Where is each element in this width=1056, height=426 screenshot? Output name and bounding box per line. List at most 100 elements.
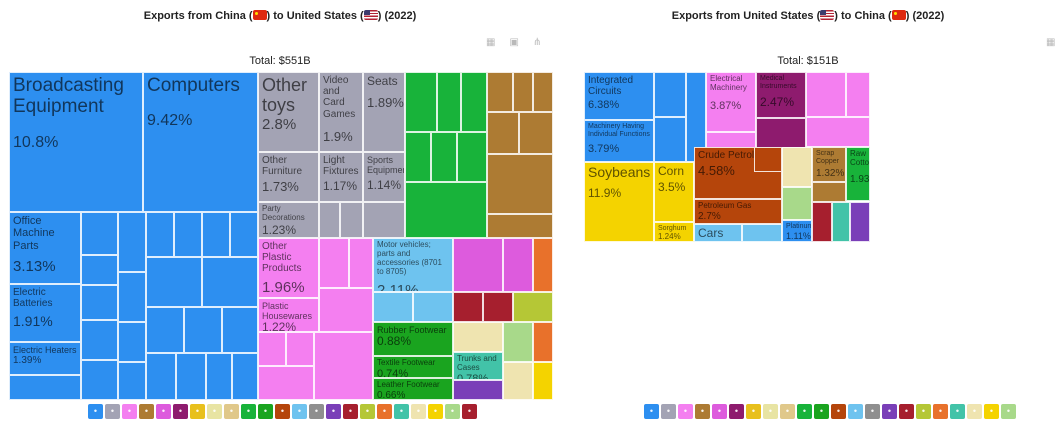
legend-category-icon[interactable]: •: [831, 404, 846, 419]
treemap-tile-minor[interactable]: [319, 288, 373, 332]
treemap-tile-minor[interactable]: [258, 366, 314, 400]
share-icon[interactable]: ⋔: [532, 37, 542, 48]
treemap-tile-minor[interactable]: [232, 353, 258, 400]
treemap-tile-minor[interactable]: [812, 202, 832, 242]
legend-category-icon[interactable]: •: [343, 404, 358, 419]
legend-category-icon[interactable]: •: [644, 404, 659, 419]
treemap-tile-minor[interactable]: [81, 360, 118, 400]
treemap-tile-minor[interactable]: [314, 332, 373, 400]
treemap-tile-minor[interactable]: [533, 362, 553, 400]
legend-category-icon[interactable]: •: [882, 404, 897, 419]
legend-category-icon[interactable]: •: [950, 404, 965, 419]
treemap-tile[interactable]: Machinery Having Individual Functions 3.7…: [584, 120, 654, 162]
treemap-tile-minor[interactable]: [533, 322, 553, 362]
treemap-tile-minor[interactable]: [340, 202, 363, 238]
legend-category-icon[interactable]: •: [190, 404, 205, 419]
treemap-tile[interactable]: Computers 9.42%: [143, 72, 258, 212]
legend-category-icon[interactable]: •: [746, 404, 761, 419]
treemap-tile-minor[interactable]: [782, 187, 812, 220]
treemap-tile-minor[interactable]: [754, 147, 782, 172]
treemap-tile[interactable]: Rubber Footwear 0.88%: [373, 322, 453, 356]
treemap-tile-minor[interactable]: [146, 212, 174, 257]
legend-category-icon[interactable]: •: [712, 404, 727, 419]
treemap-tile[interactable]: Leather Footwear 0.66%: [373, 378, 453, 400]
legend-category-icon[interactable]: •: [729, 404, 744, 419]
legend-category-icon[interactable]: •: [967, 404, 982, 419]
legend-category-icon[interactable]: •: [678, 404, 693, 419]
treemap-tile-minor[interactable]: [654, 72, 686, 117]
legend-category-icon[interactable]: •: [780, 404, 795, 419]
treemap-tile-minor[interactable]: [286, 332, 314, 366]
treemap-tile-minor[interactable]: [742, 224, 782, 242]
treemap-tile-minor[interactable]: [533, 238, 553, 292]
legend-category-icon[interactable]: •: [411, 404, 426, 419]
legend-category-icon[interactable]: •: [865, 404, 880, 419]
legend-category-icon[interactable]: •: [814, 404, 829, 419]
legend-category-icon[interactable]: •: [139, 404, 154, 419]
legend-category-icon[interactable]: •: [275, 404, 290, 419]
treemap-tile[interactable]: Electrical Machinery 3.87%: [706, 72, 756, 132]
treemap-tile[interactable]: Sorghum 1.24%: [654, 222, 694, 242]
treemap-tile-minor[interactable]: [806, 117, 870, 147]
legend-category-icon[interactable]: •: [258, 404, 273, 419]
treemap-tile-minor[interactable]: [453, 292, 483, 322]
treemap-tile[interactable]: Petroleum Gas 2.7%: [694, 199, 782, 224]
legend-category-icon[interactable]: •: [377, 404, 392, 419]
treemap-tile[interactable]: Plastic Housewares 1.22%: [258, 298, 319, 332]
table-icon[interactable]: ▦: [486, 37, 496, 48]
treemap-tile-minor[interactable]: [503, 362, 533, 400]
treemap-tile-minor[interactable]: [319, 238, 349, 288]
treemap-tile[interactable]: Trunks and Cases 0.78%: [453, 352, 503, 380]
treemap-tile-minor[interactable]: [118, 362, 146, 400]
treemap-tile[interactable]: Platinum 1.11%: [782, 220, 812, 242]
treemap-tile-minor[interactable]: [487, 214, 553, 238]
legend-category-icon[interactable]: •: [105, 404, 120, 419]
treemap-tile[interactable]: Corn 3.5%: [654, 162, 694, 222]
treemap-tile[interactable]: Textile Footwear 0.74%: [373, 356, 453, 378]
treemap-tile-minor[interactable]: [176, 353, 206, 400]
treemap-tile-minor[interactable]: [81, 320, 118, 360]
treemap-tile-minor[interactable]: [230, 212, 258, 257]
treemap-tile-minor[interactable]: [453, 380, 503, 400]
treemap-tile[interactable]: Other Plastic Products 1.96%: [258, 238, 319, 298]
treemap-tile-minor[interactable]: [146, 353, 176, 400]
treemap-tile[interactable]: Sports Equipment 1.14%: [363, 152, 405, 202]
treemap-tile[interactable]: Cars3.81%: [694, 224, 742, 242]
treemap-tile-minor[interactable]: [487, 72, 513, 112]
legend-category-icon[interactable]: •: [122, 404, 137, 419]
treemap-tile-minor[interactable]: [258, 332, 286, 366]
treemap-tile-minor[interactable]: [405, 132, 431, 182]
legend-category-icon[interactable]: •: [763, 404, 778, 419]
legend-category-icon[interactable]: •: [309, 404, 324, 419]
legend-category-icon[interactable]: •: [156, 404, 171, 419]
treemap-tile[interactable]: Electric Heaters 1.39%: [9, 342, 81, 375]
treemap-tile-minor[interactable]: [846, 72, 870, 117]
legend-category-icon[interactable]: •: [428, 404, 443, 419]
treemap-tile-minor[interactable]: [146, 257, 202, 307]
treemap-tile[interactable]: Integrated Circuits 6.38%: [584, 72, 654, 120]
treemap-tile[interactable]: Other toys 2.8%: [258, 72, 319, 152]
treemap-tile-minor[interactable]: [832, 202, 850, 242]
treemap-tile-minor[interactable]: [806, 72, 846, 117]
treemap-tile[interactable]: Electric Batteries 1.91%: [9, 284, 81, 342]
treemap-tile-minor[interactable]: [457, 132, 487, 182]
treemap-tile-minor[interactable]: [487, 154, 553, 214]
treemap-tile-minor[interactable]: [405, 182, 487, 238]
legend-category-icon[interactable]: •: [241, 404, 256, 419]
treemap-tile[interactable]: Light Fixtures 1.17%: [319, 152, 363, 202]
legend-category-icon[interactable]: •: [797, 404, 812, 419]
treemap-tile-minor[interactable]: [812, 182, 846, 202]
treemap-tile-minor[interactable]: [202, 212, 230, 257]
image-icon[interactable]: ▣: [509, 37, 519, 48]
legend-category-icon[interactable]: •: [394, 404, 409, 419]
treemap-tile[interactable]: Motor vehicles; parts and accessories (8…: [373, 238, 453, 292]
treemap-tile-minor[interactable]: [483, 292, 513, 322]
treemap-tile-minor[interactable]: [206, 353, 232, 400]
treemap-tile-minor[interactable]: [373, 292, 413, 322]
treemap-tile[interactable]: Party Decorations 1.23%: [258, 202, 319, 238]
legend-category-icon[interactable]: •: [848, 404, 863, 419]
treemap-tile-minor[interactable]: [9, 375, 81, 400]
legend-category-icon[interactable]: •: [88, 404, 103, 419]
treemap-tile[interactable]: Office Machine Parts 3.13%: [9, 212, 81, 284]
treemap-tile-minor[interactable]: [487, 112, 519, 154]
